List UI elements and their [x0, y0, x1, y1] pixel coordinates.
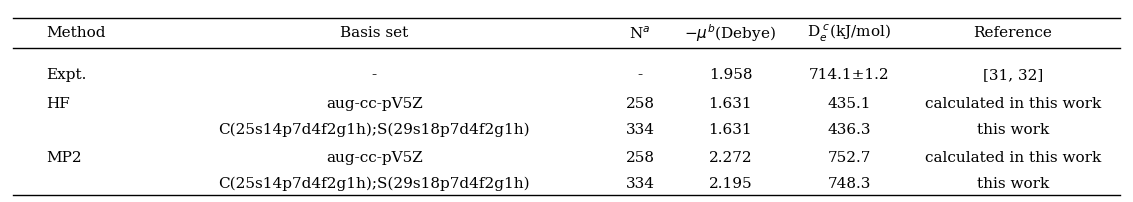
Text: -: -: [638, 68, 642, 82]
Text: 334: 334: [625, 176, 655, 190]
Text: Method: Method: [46, 26, 107, 40]
Text: [31, 32]: [31, 32]: [982, 68, 1043, 82]
Text: 258: 258: [625, 150, 655, 164]
Text: Basis set: Basis set: [340, 26, 409, 40]
Text: 714.1±1.2: 714.1±1.2: [809, 68, 889, 82]
Text: 258: 258: [625, 96, 655, 110]
Text: 2.272: 2.272: [708, 150, 752, 164]
Text: 435.1: 435.1: [827, 96, 871, 110]
Text: -: -: [372, 68, 377, 82]
Text: D$_{e}^{\ c}$(kJ/mol): D$_{e}^{\ c}$(kJ/mol): [807, 23, 891, 44]
Text: C(25s14p7d4f2g1h);S(29s18p7d4f2g1h): C(25s14p7d4f2g1h);S(29s18p7d4f2g1h): [219, 122, 530, 136]
Text: N$^{a}$: N$^{a}$: [629, 25, 650, 42]
Text: 752.7: 752.7: [827, 150, 871, 164]
Text: Reference: Reference: [973, 26, 1053, 40]
Text: 2.195: 2.195: [708, 176, 752, 190]
Text: 1.958: 1.958: [708, 68, 752, 82]
Text: 436.3: 436.3: [827, 122, 871, 136]
Text: 1.631: 1.631: [708, 122, 752, 136]
Text: calculated in this work: calculated in this work: [925, 150, 1101, 164]
Text: this work: this work: [977, 176, 1049, 190]
Text: HF: HF: [46, 96, 70, 110]
Text: Expt.: Expt.: [46, 68, 87, 82]
Text: calculated in this work: calculated in this work: [925, 96, 1101, 110]
Text: C(25s14p7d4f2g1h);S(29s18p7d4f2g1h): C(25s14p7d4f2g1h);S(29s18p7d4f2g1h): [219, 176, 530, 190]
Text: $-\mu^{b}$(Debye): $-\mu^{b}$(Debye): [684, 22, 776, 44]
Text: aug-cc-pV5Z: aug-cc-pV5Z: [326, 96, 423, 110]
Text: this work: this work: [977, 122, 1049, 136]
Text: 1.631: 1.631: [708, 96, 752, 110]
Text: 748.3: 748.3: [827, 176, 871, 190]
Text: MP2: MP2: [46, 150, 83, 164]
Text: 334: 334: [625, 122, 655, 136]
Text: aug-cc-pV5Z: aug-cc-pV5Z: [326, 150, 423, 164]
